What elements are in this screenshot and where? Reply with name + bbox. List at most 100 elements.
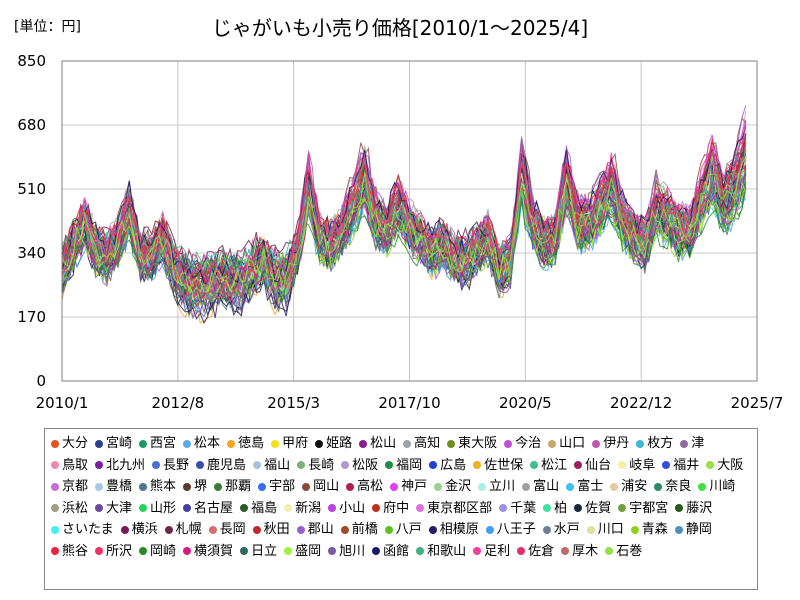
x-tick-label: 2025/7 [731,394,784,412]
legend-dot [139,482,148,491]
legend-label: 東大阪 [458,436,498,451]
legend-label: 浦安 [621,479,648,494]
legend-dot [654,482,663,491]
legend-dot [574,504,583,512]
legend-label: 名古屋 [194,500,234,516]
legend-dot [340,525,349,534]
legend-label: 堺 [194,479,208,494]
legend-label: 枚方 [647,436,674,451]
legend-item: 高知 [403,434,440,454]
legend-label: 青森 [641,522,668,537]
legend-item: 那覇 [214,477,251,497]
legend-item: 横浜 [120,520,158,540]
legend-item: 西宮 [139,434,176,454]
legend-label: 岐阜 [629,457,656,473]
legend-item: 石巻 [605,542,642,562]
legend-item: 水戸 [542,520,580,540]
legend-label: 奈良 [665,479,692,494]
legend-dot [675,504,684,512]
legend-item: 佐賀 [574,499,611,519]
legend-item: 立川 [478,477,515,497]
legend-item: 八王子 [485,520,536,540]
legend-item: 山形 [139,499,176,519]
legend-label: 札幌 [175,522,202,537]
legend-label: 松江 [541,457,568,473]
legend-dot [403,439,412,448]
y-tick-label: 510 [17,180,46,198]
legend-dot [630,525,639,534]
legend-label: 長岡 [219,522,246,537]
legend-label: 旭川 [339,543,366,559]
legend-dot [636,439,645,448]
series-line [61,150,747,297]
legend-dot [605,547,614,555]
legend-label: 長野 [163,457,190,473]
legend-dot [346,482,355,491]
legend-dot [284,547,293,555]
legend-item: 大阪 [706,456,743,476]
legend-label: 伊丹 [603,436,630,451]
legend-label: 松阪 [352,457,379,473]
legend-dot [271,439,280,448]
legend-dot [478,482,487,491]
legend-label: 富士 [577,479,604,494]
legend-dot [517,547,526,555]
legend-label: 函館 [383,543,410,559]
legend-dot [618,461,627,469]
legend-dot [542,525,551,534]
x-axis: 2010/1 2012/8 2015/3 2017/10 2020/5 2022/12 20… [36,394,784,412]
legend-label: 徳島 [238,436,265,451]
legend-dot [429,461,438,469]
legend-label: 日立 [251,543,278,559]
legend-item: 豊橋 [95,477,132,497]
legend-label: 佐倉 [528,543,555,559]
legend-item: 旭川 [328,542,365,562]
legend-dot [214,482,223,491]
legend-item: 熊谷 [51,542,88,562]
legend-item: 大分 [51,434,88,454]
legend-item: 足利 [473,542,510,562]
legend-label: 北九州 [106,457,146,473]
legend-label: 大分 [62,436,89,451]
legend-item: 静岡 [674,520,712,540]
legend-item: 柏 [543,499,567,519]
legend-dot [618,504,627,512]
legend-label: 豊橋 [106,479,133,494]
legend-item: 仙台 [574,456,611,476]
legend-dot [328,547,337,555]
legend-dot [566,482,575,491]
legend-item: 長崎 [297,456,334,476]
legend-label: 前橋 [351,522,378,537]
legend-label: 横浜 [131,522,158,537]
legend-label: 小山 [339,500,366,516]
legend-item: 福山 [253,456,290,476]
legend-label: 盛岡 [295,543,322,559]
legend-item: 福井 [662,456,699,476]
legend-item: 富士 [566,477,603,497]
legend-dot [522,482,531,491]
legend-item: 奈良 [654,477,691,497]
legend-label: 京都 [62,479,89,494]
legend-dot [473,547,482,555]
legend-item: 伊丹 [592,434,629,454]
legend-dot [416,504,425,512]
legend-label: 大津 [106,500,133,516]
legend-label: 大阪 [717,457,744,473]
legend-dot [258,482,267,491]
legend-label: 石巻 [616,543,643,559]
legend-item: 広島 [429,456,466,476]
legend-item: 松山 [359,434,396,454]
legend-label: 秋田 [263,522,290,537]
legend-dot [164,525,173,534]
legend-item: 岡山 [302,477,339,497]
legend-dot [284,504,293,512]
legend-item: 佐世保 [473,456,523,476]
legend-item: 熊本 [139,477,176,497]
legend-dot [592,439,601,448]
legend-item: 岐阜 [618,456,655,476]
legend-item: 徳島 [227,434,264,454]
legend-item: 東京都区部 [416,499,492,519]
legend-dot [95,504,104,512]
legend-dot [302,482,311,491]
legend-label: 高知 [414,436,441,451]
